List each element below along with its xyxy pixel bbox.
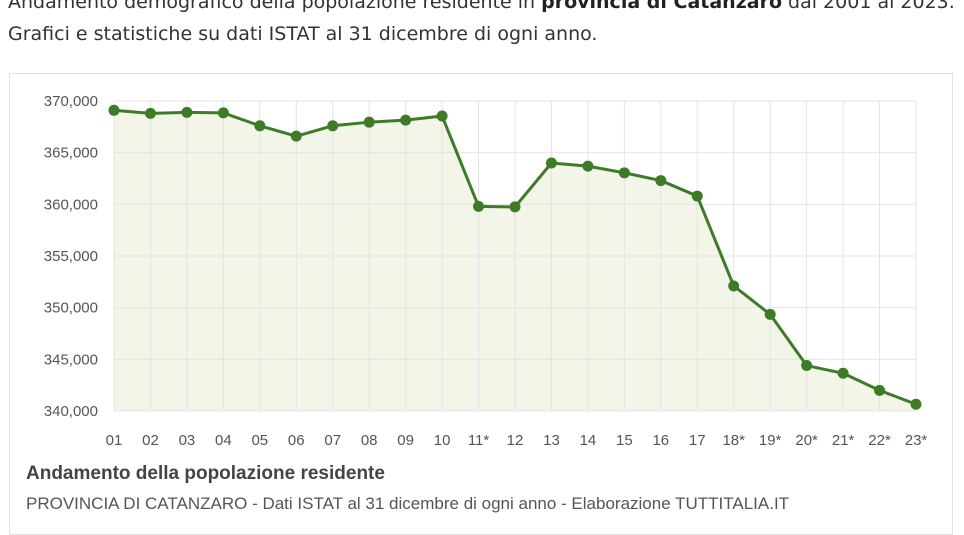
x-tick-label: 09 [397,432,414,449]
data-point[interactable] [582,160,594,172]
intro-paragraph: Andamento demografico della popolazione … [8,0,958,50]
x-tick-label: 06 [288,432,305,449]
data-point[interactable] [254,120,266,132]
x-tick-label: 23* [905,432,928,449]
data-point[interactable] [655,175,667,187]
chart-title: Andamento della popolazione residente [26,463,385,484]
x-tick-label: 13 [543,432,560,449]
chart-subtitle: PROVINCIA DI CATANZARO - Dati ISTAT al 3… [26,494,790,513]
data-point[interactable] [400,114,412,126]
intro-province-name: provincia di Catanzaro [541,0,782,13]
y-tick-label: 340,000 [44,403,98,420]
x-tick-label: 14 [580,432,597,449]
x-tick-label: 08 [361,432,378,449]
intro-text-after: dal 2001 al 2023. Grafici e statistiche … [8,0,955,45]
data-point[interactable] [618,167,630,179]
x-tick-label: 19* [759,432,782,449]
y-tick-label: 355,000 [44,248,98,265]
population-line-chart: 340,000 345,000 350,000 355,000 360,000 365,0… [44,93,928,449]
data-point[interactable] [910,398,922,410]
data-point[interactable] [509,201,521,213]
x-tick-label: 20* [795,432,818,449]
x-tick-label: 07 [324,432,341,449]
x-tick-label: 04 [215,432,232,449]
x-tick-label: 01 [106,432,123,449]
data-point[interactable] [874,384,886,396]
x-tick-label: 21* [832,432,855,449]
data-point[interactable] [691,190,703,202]
x-tick-label: 15 [616,432,633,449]
x-tick-label: 10 [434,432,451,449]
x-tick-label: 22* [868,432,891,449]
y-tick-label: 360,000 [44,196,98,213]
intro-text-before: Andamento demografico della popolazione … [8,0,542,13]
data-point[interactable] [327,120,339,132]
y-tick-label: 370,000 [44,93,98,110]
data-point[interactable] [290,130,302,142]
data-point[interactable] [144,107,156,119]
x-tick-label: 16 [652,432,669,449]
y-tick-label: 345,000 [44,351,98,368]
x-tick-label: 05 [251,432,268,449]
data-point[interactable] [728,280,740,292]
data-point[interactable] [436,110,448,122]
x-tick-label: 12 [507,432,524,449]
data-point[interactable] [363,116,375,128]
data-point[interactable] [473,200,485,212]
x-tick-label: 11* [468,432,490,449]
y-tick-label: 350,000 [44,300,98,317]
data-point[interactable] [108,104,120,116]
data-point[interactable] [764,308,776,320]
data-point[interactable] [801,360,813,372]
x-tick-label: 03 [179,432,196,449]
data-point[interactable] [545,157,557,169]
x-tick-label: 02 [142,432,159,449]
data-point[interactable] [181,106,193,118]
x-tick-label: 18* [722,432,745,449]
data-point[interactable] [217,107,229,119]
data-point[interactable] [837,367,849,379]
x-tick-label: 17 [689,432,706,449]
y-tick-label: 365,000 [44,145,98,162]
